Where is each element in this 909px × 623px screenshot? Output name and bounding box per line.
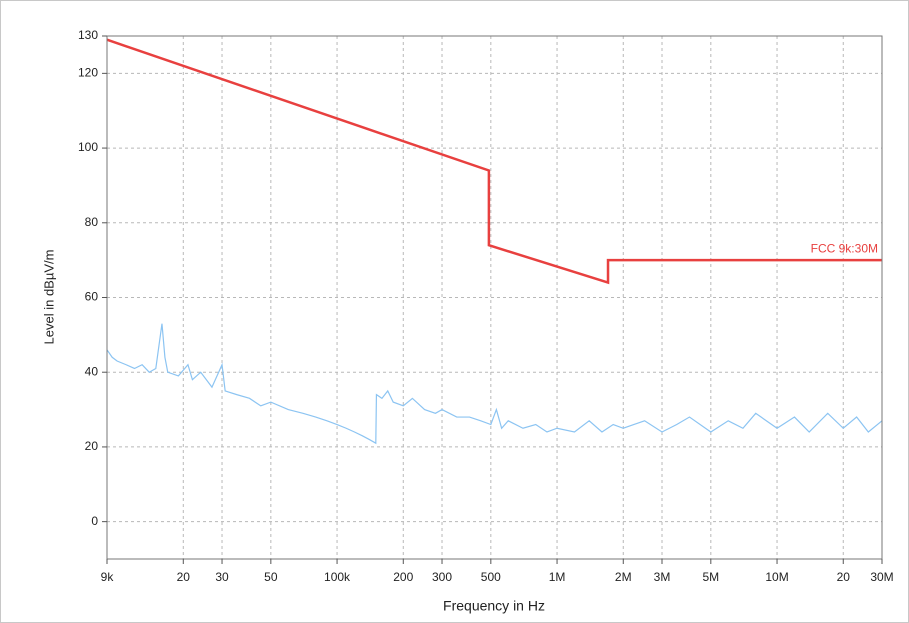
x-tick-label: 200 bbox=[393, 570, 413, 584]
y-tick-label: 20 bbox=[85, 439, 99, 453]
y-tick-label: 80 bbox=[85, 215, 99, 229]
x-tick-label: 10M bbox=[765, 570, 788, 584]
x-tick-label: 30 bbox=[215, 570, 229, 584]
x-tick-label: 500 bbox=[481, 570, 501, 584]
data-line bbox=[106, 38, 882, 285]
x-tick-label: 9k bbox=[101, 570, 115, 584]
y-tick-label: 60 bbox=[85, 290, 99, 304]
x-tick-label: 30M bbox=[870, 570, 893, 584]
x-axis-label: Frequency in Hz bbox=[443, 598, 545, 614]
series-label: FCC 9k:30M bbox=[811, 241, 878, 255]
x-tick-label: 300 bbox=[432, 570, 452, 584]
y-tick-label: 120 bbox=[78, 66, 98, 80]
x-tick-label: 20 bbox=[177, 570, 191, 584]
x-tick-label: 100k bbox=[324, 570, 351, 584]
x-tick-label: 50 bbox=[264, 570, 278, 584]
y-tick-label: 40 bbox=[85, 364, 99, 378]
x-tick-label: 3M bbox=[654, 570, 671, 584]
y-tick-label: 130 bbox=[78, 28, 98, 42]
y-tick-label: 0 bbox=[91, 514, 98, 528]
x-tick-label: 1M bbox=[549, 570, 566, 584]
x-tick-label: 20 bbox=[837, 570, 851, 584]
data-line bbox=[106, 323, 883, 445]
x-tick-label: 2M bbox=[615, 570, 632, 584]
y-tick-label: 100 bbox=[78, 140, 98, 154]
x-tick-label: 5M bbox=[702, 570, 719, 584]
y-axis-label: Level in dBµV/m bbox=[41, 250, 56, 345]
